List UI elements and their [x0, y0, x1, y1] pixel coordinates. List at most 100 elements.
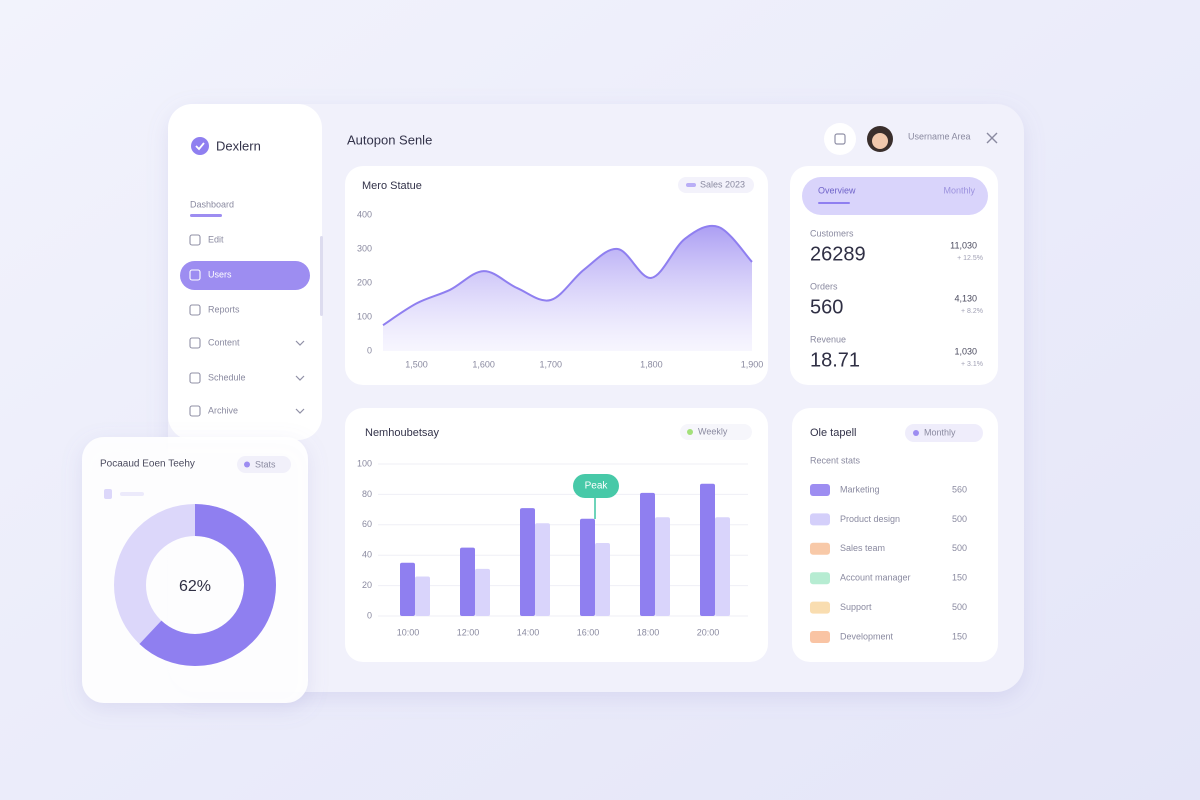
row-label: Product design	[840, 514, 900, 524]
nav-icon	[189, 405, 201, 417]
list: Marketing 560 Product design 500 Sales team 5…	[810, 484, 967, 643]
x-tick-label: 14:00	[517, 627, 540, 637]
list-title: Ole tapell	[810, 427, 856, 439]
bar	[400, 562, 415, 616]
bar	[520, 508, 535, 616]
stat-label: Customers	[810, 228, 854, 238]
filter-pill[interactable]	[905, 424, 983, 442]
logo	[191, 137, 209, 155]
donut-label: 62%	[179, 578, 211, 595]
nav-icon	[189, 269, 201, 281]
tooltip-label: Peak	[585, 481, 609, 492]
nav-item[interactable]: Archive	[208, 405, 238, 415]
chevron	[295, 408, 305, 414]
area-fill	[383, 225, 752, 351]
chevron	[295, 340, 305, 346]
legend-label: Weekly	[698, 426, 728, 436]
x-tick-label: 16:00	[577, 627, 600, 637]
donut-chart: 62%	[114, 504, 276, 666]
area-chart: 0 100 200 300 400 1,500 1,600 1,700 1,800 1,900	[357, 209, 763, 369]
y-tick-label: 400	[357, 209, 372, 219]
stat-note: + 8.2%	[961, 308, 983, 315]
legend-pill	[678, 177, 754, 193]
badge-pill	[237, 456, 291, 473]
filter-dot	[913, 430, 919, 436]
nav-item[interactable]: Edit	[208, 234, 224, 244]
y-tick-label: 100	[357, 458, 372, 468]
tab-right: Monthly	[943, 185, 975, 195]
section-underline	[190, 214, 222, 217]
y-tick-label: 100	[357, 311, 372, 321]
row-label: Sales team	[840, 543, 885, 553]
y-tick-label: 60	[362, 519, 372, 529]
donut-title: Pocaaud Eoen Teehy	[100, 459, 195, 470]
nav: Edit Users Reports Content Schedule Archive	[180, 234, 310, 417]
bar	[475, 568, 490, 616]
x-tick-label: 1,600	[472, 359, 495, 369]
row-value: 500	[952, 543, 967, 553]
stat-note: + 3.1%	[961, 361, 983, 368]
area-title: Mero Statue	[362, 180, 422, 192]
logo-check	[195, 142, 205, 151]
row-chip	[810, 601, 830, 614]
y-tick-label: 300	[357, 243, 372, 253]
nav-item[interactable]: Schedule	[208, 372, 246, 382]
badge-dot	[244, 461, 250, 468]
row-label: Marketing	[840, 484, 880, 494]
bar	[460, 547, 475, 616]
stat-label: Orders	[810, 281, 838, 291]
bar	[655, 517, 670, 616]
nav-item[interactable]: Users	[208, 269, 232, 279]
row-chip	[810, 542, 830, 555]
legend-dot	[687, 429, 693, 435]
close-button[interactable]	[986, 132, 998, 144]
bar	[580, 518, 595, 616]
area-line	[382, 224, 753, 326]
nav-item[interactable]: Content	[208, 337, 240, 347]
y-tick-label: 0	[367, 610, 372, 620]
row-chip	[810, 513, 830, 526]
row-label: Account manager	[840, 573, 911, 583]
icon	[834, 133, 846, 145]
bar	[715, 517, 730, 616]
stat-label: Revenue	[810, 334, 846, 344]
y-tick-label: 80	[362, 489, 372, 499]
x-tick-label: 20:00	[697, 627, 720, 637]
donut-arc	[114, 504, 276, 666]
row-chip	[810, 484, 830, 496]
row-chip	[810, 572, 830, 585]
x-tick-label: 10:00	[397, 627, 420, 637]
x-tick-label: 1,800	[640, 359, 663, 369]
filter-label: Monthly	[924, 427, 956, 437]
tab-label: Overview	[818, 185, 856, 195]
row-value: 500	[952, 514, 967, 524]
nav-icon	[189, 337, 201, 349]
section-label: Dashboard	[190, 199, 234, 209]
bar	[415, 576, 430, 616]
stats-tab[interactable]	[802, 177, 988, 215]
row-label: Support	[840, 602, 872, 612]
tooltip	[573, 474, 619, 498]
nav-active	[180, 261, 310, 290]
icon-button[interactable]	[824, 123, 856, 155]
x-tick-label: 12:00	[457, 627, 480, 637]
stat-change: 4,130	[954, 293, 977, 303]
stats: Customers 26289 11,030 + 12.5% Orders 560 4,13…	[810, 228, 983, 371]
stat-value: 18.71	[810, 349, 860, 371]
chevron	[295, 375, 305, 381]
nav-icon	[189, 304, 201, 316]
y-tick-label: 40	[362, 550, 372, 560]
row-value: 500	[952, 602, 967, 612]
nav-icon	[189, 372, 201, 384]
x-tick-label: 1,900	[741, 359, 764, 369]
nav-icon	[189, 234, 201, 246]
stat-change: 11,030	[950, 240, 977, 250]
x-tick-label: 18:00	[637, 627, 660, 637]
badge-label: Stats	[255, 459, 276, 469]
stats-card	[790, 166, 998, 385]
row-label: Development	[840, 631, 894, 641]
nav-item[interactable]: Reports	[208, 304, 240, 314]
stat-note: + 12.5%	[957, 255, 983, 262]
scrollbar	[320, 236, 323, 316]
avatar-face	[872, 133, 888, 149]
